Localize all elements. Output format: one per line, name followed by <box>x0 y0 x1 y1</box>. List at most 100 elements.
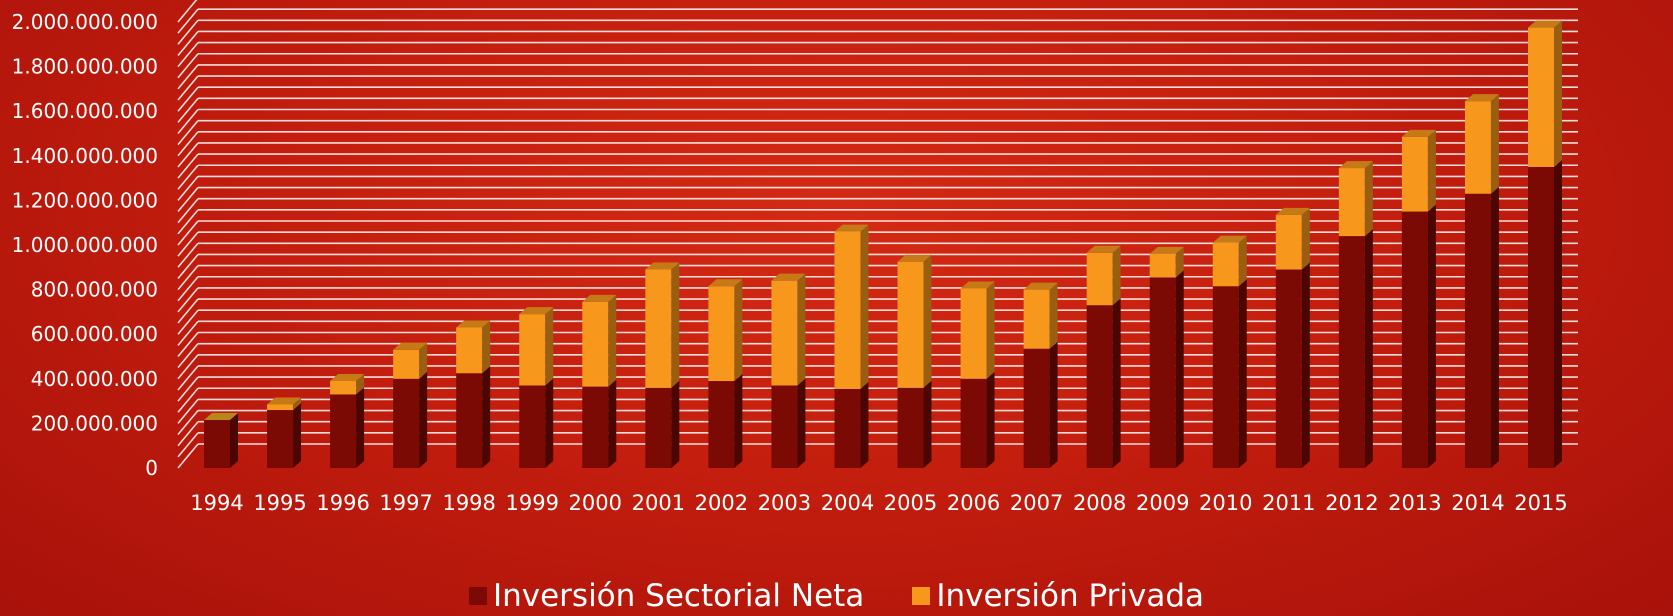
gridline-diagonal <box>177 108 199 135</box>
bar-front <box>1464 101 1491 194</box>
gridline-diagonal <box>177 432 199 458</box>
bar-top <box>456 320 491 328</box>
bar-top <box>1528 20 1562 28</box>
bar-privada <box>582 294 617 387</box>
gridline-diagonal <box>177 331 199 358</box>
bar-front <box>456 327 483 374</box>
gridline-diagonal <box>177 153 199 179</box>
bar-top <box>897 254 932 262</box>
gridline-diagonal <box>177 320 199 346</box>
bar-sectorial <box>897 380 932 468</box>
bar-side <box>1427 129 1436 212</box>
gridline-diagonal <box>177 309 199 335</box>
bar-front <box>1149 253 1176 278</box>
bar-side <box>230 413 238 468</box>
bar-top <box>1212 235 1247 243</box>
bar-top <box>1464 94 1499 102</box>
bar-privada <box>1275 207 1310 270</box>
bar-side <box>1554 159 1562 468</box>
x-tick-label: 2008 <box>1073 491 1126 515</box>
bar-top <box>1149 246 1184 254</box>
bar-sectorial <box>1086 298 1121 468</box>
bar-side <box>1427 204 1436 469</box>
bar-top <box>645 262 680 270</box>
gridline-diagonal <box>177 410 199 436</box>
gridline-diagonal <box>177 253 199 279</box>
gridline-diagonal <box>177 120 199 146</box>
bar-side <box>1490 186 1499 468</box>
x-tick-label: 2003 <box>758 491 811 515</box>
bar-side <box>1554 20 1562 167</box>
bar-sectorial <box>267 403 302 468</box>
bar-side <box>1364 229 1373 468</box>
x-tick-label: 2015 <box>1514 491 1567 515</box>
bar-side <box>1175 270 1184 468</box>
bar-front <box>1212 286 1239 468</box>
y-tick-label: 600.000.000 <box>31 322 158 346</box>
y-tick-label: 1.600.000.000 <box>12 99 158 123</box>
bar-front <box>708 381 735 468</box>
x-tick-label: 2001 <box>632 491 685 515</box>
bar-top <box>1275 207 1310 215</box>
bar-side <box>1112 245 1121 306</box>
bar-front <box>1401 211 1428 469</box>
bar-sectorial <box>393 371 428 468</box>
gridline-diagonal <box>177 0 198 23</box>
gridline-diagonal <box>177 8 199 34</box>
bar-sectorial <box>1212 279 1247 468</box>
bar-privada <box>1212 235 1247 287</box>
bar-front <box>771 385 798 468</box>
bar-front <box>1023 348 1050 468</box>
bar-side <box>545 378 554 468</box>
gridline-diagonal <box>177 398 199 424</box>
bar-sectorial <box>1275 262 1310 468</box>
bar-privada <box>1023 282 1058 349</box>
bar-front <box>834 231 861 389</box>
bar-side <box>293 397 302 411</box>
bar-side <box>1049 341 1058 468</box>
bar-side <box>1238 235 1247 287</box>
bar-front <box>1023 289 1050 349</box>
y-tick-label: 0 <box>145 456 158 480</box>
gridline-diagonal <box>177 276 199 302</box>
bar-sectorial <box>330 387 365 468</box>
bar-front <box>645 387 672 468</box>
bar-privada <box>1528 20 1562 167</box>
bar-front <box>897 261 924 388</box>
bar-privada <box>645 262 680 388</box>
bar-side <box>734 374 743 468</box>
gridline-diagonal <box>177 187 199 213</box>
bar-side <box>356 374 365 395</box>
bar-top <box>1023 282 1058 290</box>
x-tick-label: 1997 <box>379 491 432 515</box>
x-tick-label: 2012 <box>1325 491 1378 515</box>
bar-privada <box>960 281 995 379</box>
x-tick-label: 2000 <box>569 491 622 515</box>
gridline-diagonal <box>177 164 199 190</box>
bar-front <box>771 280 798 386</box>
bar-sectorial <box>708 374 743 468</box>
bar-sectorial <box>1338 229 1373 468</box>
bar-sectorial <box>645 380 680 468</box>
bar-side <box>1301 262 1310 468</box>
gridline-diagonal <box>177 142 199 168</box>
bar-side <box>671 262 680 388</box>
bar-top <box>267 397 302 405</box>
gridline-diagonal <box>177 443 199 469</box>
gridline-diagonal <box>177 298 199 324</box>
bar-privada <box>456 320 491 374</box>
bar-side <box>482 320 491 374</box>
bar-sectorial <box>834 381 869 468</box>
bar-privada <box>519 307 554 386</box>
bar-front <box>708 286 735 382</box>
y-tick-label: 1.000.000.000 <box>12 233 158 257</box>
bar-side <box>419 342 428 379</box>
bar-privada <box>708 279 743 382</box>
bar-front <box>582 301 609 387</box>
bar-top <box>1338 161 1373 169</box>
legend-label-sectorial: Inversión Sectorial Neta <box>492 578 865 614</box>
bar-front <box>1212 242 1239 287</box>
gridline-diagonal <box>177 421 199 447</box>
bar-front <box>204 420 230 468</box>
